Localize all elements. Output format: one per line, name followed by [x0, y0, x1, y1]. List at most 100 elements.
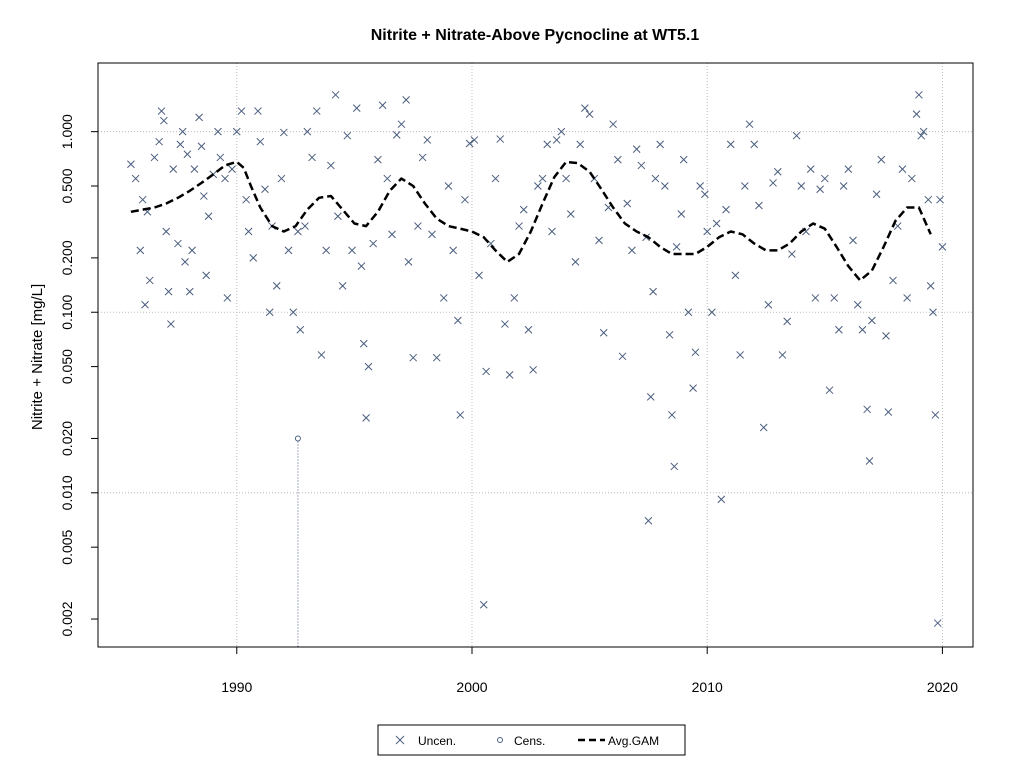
point-stroke: [277, 174, 286, 183]
data-point-uncen: [863, 405, 872, 414]
point-stroke: [164, 287, 173, 296]
point-stroke: [501, 320, 509, 328]
data-point-uncen: [581, 104, 589, 112]
data-point-uncen: [359, 339, 368, 348]
data-point-uncen: [334, 212, 342, 221]
data-point-uncen: [613, 155, 622, 164]
point-stroke: [708, 308, 716, 317]
point-stroke: [439, 294, 448, 302]
data-point-uncen: [444, 182, 453, 190]
data-point-uncen: [665, 330, 674, 339]
data-point-uncen: [931, 411, 940, 419]
point-stroke: [334, 212, 342, 221]
data-point-uncen: [423, 136, 432, 144]
data-point-uncen: [938, 243, 947, 251]
point-stroke: [933, 619, 942, 627]
data-point-uncen: [651, 174, 660, 183]
point-stroke: [157, 107, 166, 115]
point-stroke: [811, 294, 820, 302]
point-stroke: [562, 174, 570, 183]
point-stroke: [585, 110, 594, 119]
y-tick-label: 0.020: [59, 421, 75, 456]
data-point-uncen: [882, 331, 890, 340]
data-point-uncen: [689, 384, 697, 392]
point-stroke: [199, 192, 208, 200]
data-point-uncen: [543, 140, 552, 149]
x-tick-label: 2010: [692, 679, 723, 695]
point-stroke: [691, 348, 700, 357]
point-stroke: [228, 165, 236, 174]
point-stroke: [423, 136, 432, 144]
data-point-uncen: [872, 190, 881, 199]
legend-cens-label: Cens.: [514, 734, 545, 748]
point-stroke: [679, 155, 688, 164]
data-point-uncen: [145, 276, 154, 285]
y-tick-label: 0.500: [59, 168, 75, 203]
point-stroke: [731, 271, 740, 280]
point-stroke: [397, 120, 406, 129]
data-point-uncen: [244, 227, 253, 236]
data-point-uncen: [461, 195, 469, 204]
point-stroke: [929, 308, 937, 317]
data-point-uncen: [418, 153, 427, 162]
data-point-uncen: [131, 174, 140, 183]
point-stroke: [454, 316, 462, 325]
data-point-uncen: [585, 110, 594, 119]
data-point-uncen: [348, 246, 356, 255]
data-point-uncen: [197, 142, 206, 151]
point-stroke: [221, 174, 229, 183]
data-point-uncen: [722, 205, 730, 214]
data-point-uncen: [915, 90, 923, 99]
x-tick-label: 2000: [456, 679, 487, 695]
data-point-uncen: [529, 365, 538, 374]
data-point-uncen: [576, 140, 585, 149]
data-point-uncen: [388, 230, 396, 239]
point-stroke: [308, 153, 316, 162]
data-point-uncen: [936, 195, 944, 204]
data-point-uncen: [392, 131, 401, 139]
point-stroke: [202, 271, 211, 280]
point-stroke: [150, 153, 159, 162]
point-stroke: [127, 160, 135, 169]
data-point-uncen: [289, 308, 298, 317]
data-point-uncen: [237, 107, 246, 115]
data-point-uncen: [155, 137, 164, 146]
data-point-uncen: [496, 135, 505, 143]
point-stroke: [926, 281, 935, 290]
point-stroke: [348, 246, 356, 255]
gam-curve: [130, 160, 932, 282]
data-point-uncen: [903, 294, 911, 302]
point-stroke: [482, 367, 490, 376]
data-point-uncen: [183, 150, 192, 159]
data-point-uncen: [428, 230, 436, 239]
data-point-uncen: [265, 308, 274, 317]
data-point-uncen: [256, 137, 265, 146]
data-point-uncen: [679, 155, 688, 164]
point-stroke: [338, 281, 347, 290]
data-point-uncen: [731, 271, 740, 280]
y-tick-label: 0.050: [59, 349, 75, 384]
point-stroke: [465, 139, 474, 148]
data-point-uncen: [127, 160, 135, 169]
point-stroke: [745, 120, 754, 129]
data-point-uncen: [138, 195, 147, 204]
point-stroke: [898, 165, 907, 174]
data-point-uncen: [599, 328, 608, 337]
point-stroke: [322, 246, 331, 255]
data-point-uncen: [327, 161, 335, 170]
point-stroke: [863, 405, 872, 414]
data-point-uncen: [571, 258, 580, 266]
data-point-uncen: [637, 161, 646, 170]
point-stroke: [364, 362, 373, 371]
data-point-uncen: [136, 246, 145, 255]
data-point-uncen: [912, 110, 921, 119]
data-point-uncen: [755, 201, 763, 210]
data-point-uncen: [352, 104, 361, 112]
legend: Uncen. Cens. Avg.GAM: [377, 724, 686, 756]
point-stroke: [595, 236, 603, 245]
data-point-uncen: [806, 165, 815, 174]
data-point-uncen: [898, 165, 907, 174]
point-stroke: [505, 371, 514, 379]
point-stroke: [661, 182, 669, 190]
point-stroke: [632, 145, 641, 154]
